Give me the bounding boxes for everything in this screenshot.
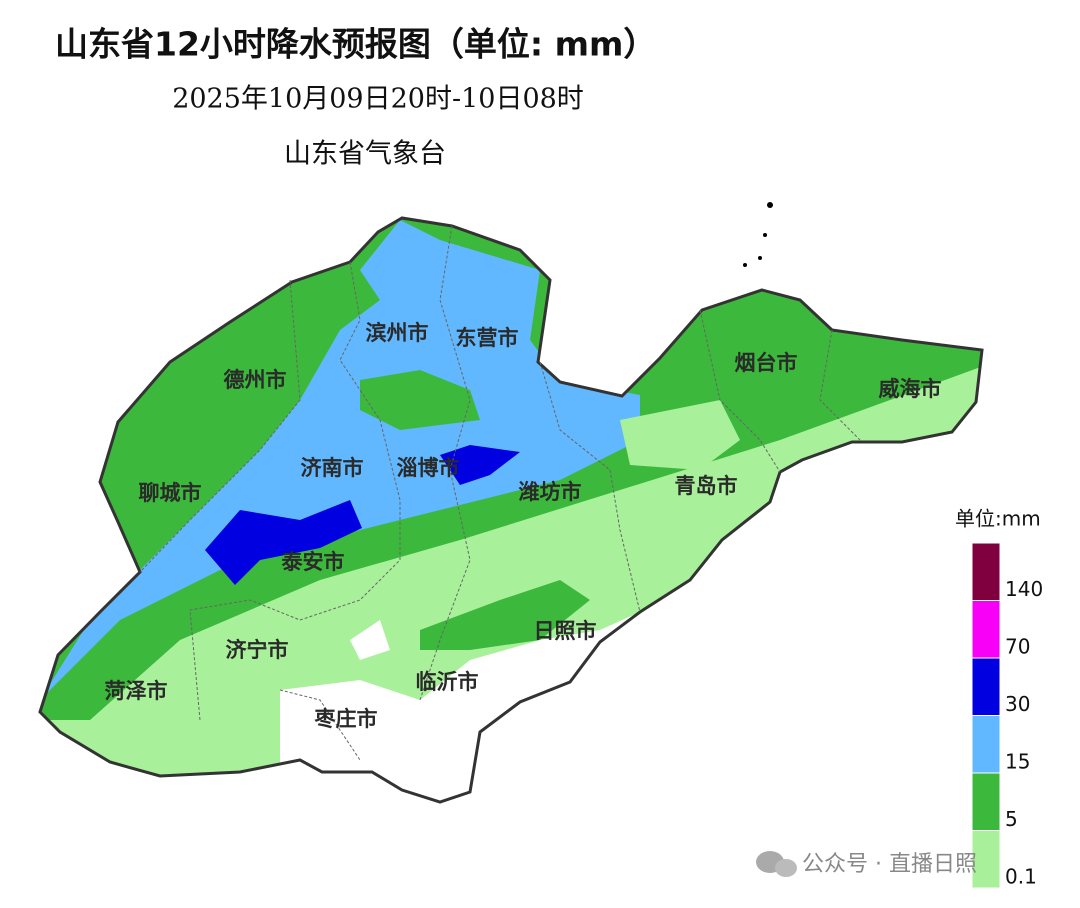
city-label: 淄博市 — [397, 456, 460, 480]
rainstorm-area — [205, 500, 362, 585]
legend-swatch — [971, 772, 1001, 831]
precip-map — [40, 218, 982, 802]
city-label: 济南市 — [301, 456, 364, 480]
legend-swatch — [971, 715, 1001, 774]
dry-area — [350, 620, 390, 660]
heavy-rain-area — [40, 220, 640, 700]
legend-swatch — [971, 542, 1001, 601]
legend-title: 单位:mm — [955, 507, 1041, 531]
city-label: 青岛市 — [675, 474, 738, 498]
city-label: 临沂市 — [416, 670, 479, 694]
legend-swatch — [971, 830, 1001, 889]
city-label: 东营市 — [456, 326, 519, 350]
islands — [743, 202, 773, 267]
legend-tick-label: 70 — [1005, 635, 1030, 659]
city-label: 菏泽市 — [105, 679, 168, 703]
subtitle: 2025年10月09日20时-10日08时 — [172, 84, 584, 115]
issuer: 山东省气象台 — [284, 139, 446, 170]
city-label: 泰安市 — [281, 550, 345, 574]
legend-tick-label: 30 — [1005, 692, 1030, 716]
legend: 0.1 5 15 30 70 140 — [971, 542, 1043, 889]
city-label: 聊城市 — [139, 481, 202, 505]
city-label: 威海市 — [879, 377, 942, 401]
watermark: 公众号 · 直播日照 — [756, 851, 977, 877]
legend-tick-label: 5 — [1005, 807, 1018, 831]
city-label: 枣庄市 — [314, 707, 378, 731]
city-label: 日照市 — [534, 619, 597, 643]
city-borders — [139, 225, 861, 761]
watermark-text: 公众号 · 直播日照 — [802, 852, 977, 877]
legend-tick-label: 140 — [1005, 577, 1043, 601]
city-label: 德州市 — [224, 368, 287, 392]
rainstorm-area — [440, 445, 520, 485]
city-label: 济宁市 — [226, 638, 289, 662]
moderate-rain-area — [360, 370, 480, 430]
light-rain-area — [620, 400, 740, 470]
city-label: 滨州市 — [366, 321, 429, 345]
city-label: 潍坊市 — [519, 480, 582, 504]
city-label: 烟台市 — [735, 351, 798, 375]
legend-tick-label: 15 — [1005, 750, 1030, 774]
moderate-rain-area — [420, 580, 590, 650]
legend-tick-label: 0.1 — [1005, 865, 1037, 889]
title: 山东省12小时降水预报图（单位: mm） — [55, 25, 656, 64]
legend-swatch — [971, 600, 1001, 659]
legend-swatch — [971, 657, 1001, 716]
